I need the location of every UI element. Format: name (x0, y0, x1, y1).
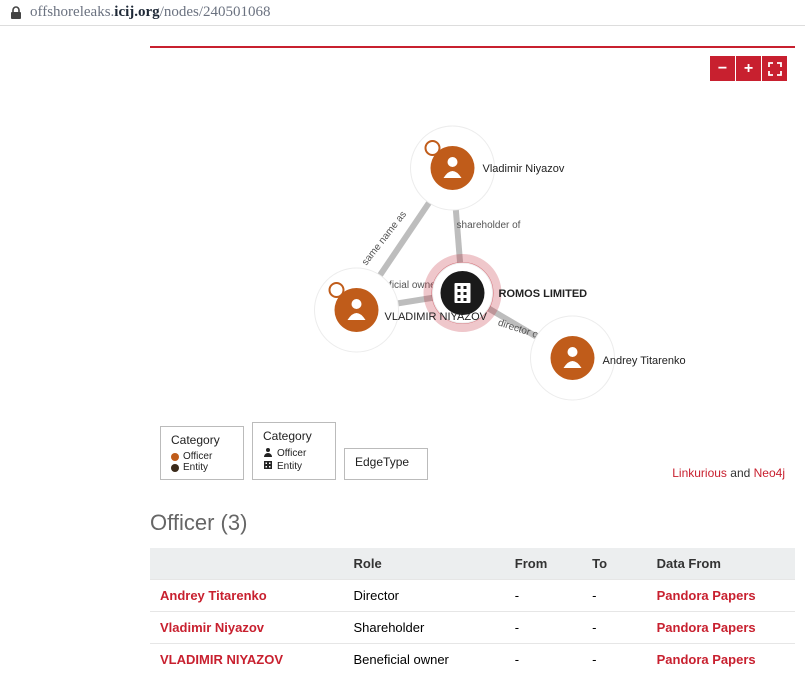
legend-label: Officer (277, 448, 306, 459)
col-header: Data From (647, 548, 795, 580)
col-header: To (582, 548, 647, 580)
legend-label: Officer (183, 451, 212, 462)
neo4j-link[interactable]: Neo4j (754, 466, 785, 480)
url-host: icij.org (114, 4, 159, 20)
table-row: VLADIMIR NIYAZOVBeneficial owner--Pandor… (150, 644, 795, 675)
network-graph[interactable]: shareholder ofbeneficial owner ofdirecto… (150, 48, 795, 438)
legend-label: Entity (183, 462, 208, 473)
legend-category-icon: Category Officer Entity (252, 422, 336, 480)
graph-toolbar: − + (709, 56, 787, 81)
legend-title: Category (263, 429, 325, 443)
col-header: From (505, 548, 582, 580)
from-cell: - (505, 612, 582, 644)
table-row: Andrey TitarenkoDirector--Pandora Papers (150, 580, 795, 612)
from-cell: - (505, 644, 582, 675)
to-cell: - (582, 644, 647, 675)
edge-label: shareholder of (457, 220, 521, 231)
badge-icon (426, 141, 440, 155)
datasource-link[interactable]: Pandora Papers (657, 652, 756, 667)
fullscreen-button[interactable] (762, 56, 787, 81)
officers-heading: Officer (3) (150, 510, 795, 536)
badge-icon (330, 283, 344, 297)
table-header-row: RoleFromToData From (150, 548, 795, 580)
legend-item: Entity (263, 460, 325, 473)
node-label: ROMOS LIMITED (499, 288, 588, 300)
page-content: − + shareholder ofbeneficial owner ofdir… (150, 46, 795, 675)
legend-swatch (171, 453, 179, 461)
url-path: /nodes/240501068 (160, 4, 271, 20)
building-icon (263, 460, 273, 473)
linkurious-link[interactable]: Linkurious (672, 466, 727, 480)
url-text: offshoreleaks.icij.org/nodes/240501068 (30, 4, 271, 21)
graph-node-vn_top[interactable]: Vladimir Niyazov (411, 126, 565, 210)
node-label: Vladimir Niyazov (483, 163, 565, 175)
zoom-out-button[interactable]: − (710, 56, 735, 81)
col-header (150, 548, 344, 580)
legend-item: Officer (171, 451, 233, 462)
graph-credits: Linkurious and Neo4j (672, 466, 785, 480)
legend-edgetype-label: EdgeType (355, 455, 417, 469)
node-label: VLADIMIR NIYAZOV (385, 311, 488, 323)
officer-link[interactable]: Vladimir Niyazov (160, 620, 264, 635)
from-cell: - (505, 580, 582, 612)
legend-title: Category (171, 433, 233, 447)
datasource-link[interactable]: Pandora Papers (657, 588, 756, 603)
legend-category-color: Category OfficerEntity (160, 426, 244, 480)
url-prefix: offshoreleaks. (30, 4, 114, 20)
legend-edgetype[interactable]: EdgeType (344, 448, 428, 480)
role-cell: Shareholder (344, 612, 505, 644)
role-cell: Director (344, 580, 505, 612)
legend-item: Entity (171, 462, 233, 473)
legend-item: Officer (263, 447, 325, 460)
person-icon (263, 447, 273, 460)
zoom-in-button[interactable]: + (736, 56, 761, 81)
officers-table: RoleFromToData From Andrey Titarenko Dire… (150, 548, 795, 675)
lock-icon (10, 6, 22, 20)
to-cell: - (582, 580, 647, 612)
role-cell: Beneficial owner (344, 644, 505, 675)
datasource-link[interactable]: Pandora Papers (657, 620, 756, 635)
graph-panel: − + shareholder ofbeneficial owner ofdir… (150, 46, 795, 486)
legend-swatch (171, 464, 179, 472)
to-cell: - (582, 612, 647, 644)
graph-node-at[interactable]: Andrey Titarenko (531, 316, 686, 400)
officer-link[interactable]: Andrey Titarenko (160, 588, 267, 603)
col-header: Role (344, 548, 505, 580)
legend-label: Entity (277, 461, 302, 472)
url-bar: offshoreleaks.icij.org/nodes/240501068 (0, 0, 805, 26)
node-label: Andrey Titarenko (603, 355, 686, 367)
credits-and: and (727, 466, 754, 480)
legend-row: Category OfficerEntity Category OfficerE… (160, 422, 785, 480)
table-row: Vladimir NiyazovShareholder--Pandora Pap… (150, 612, 795, 644)
officer-link[interactable]: VLADIMIR NIYAZOV (160, 652, 283, 667)
